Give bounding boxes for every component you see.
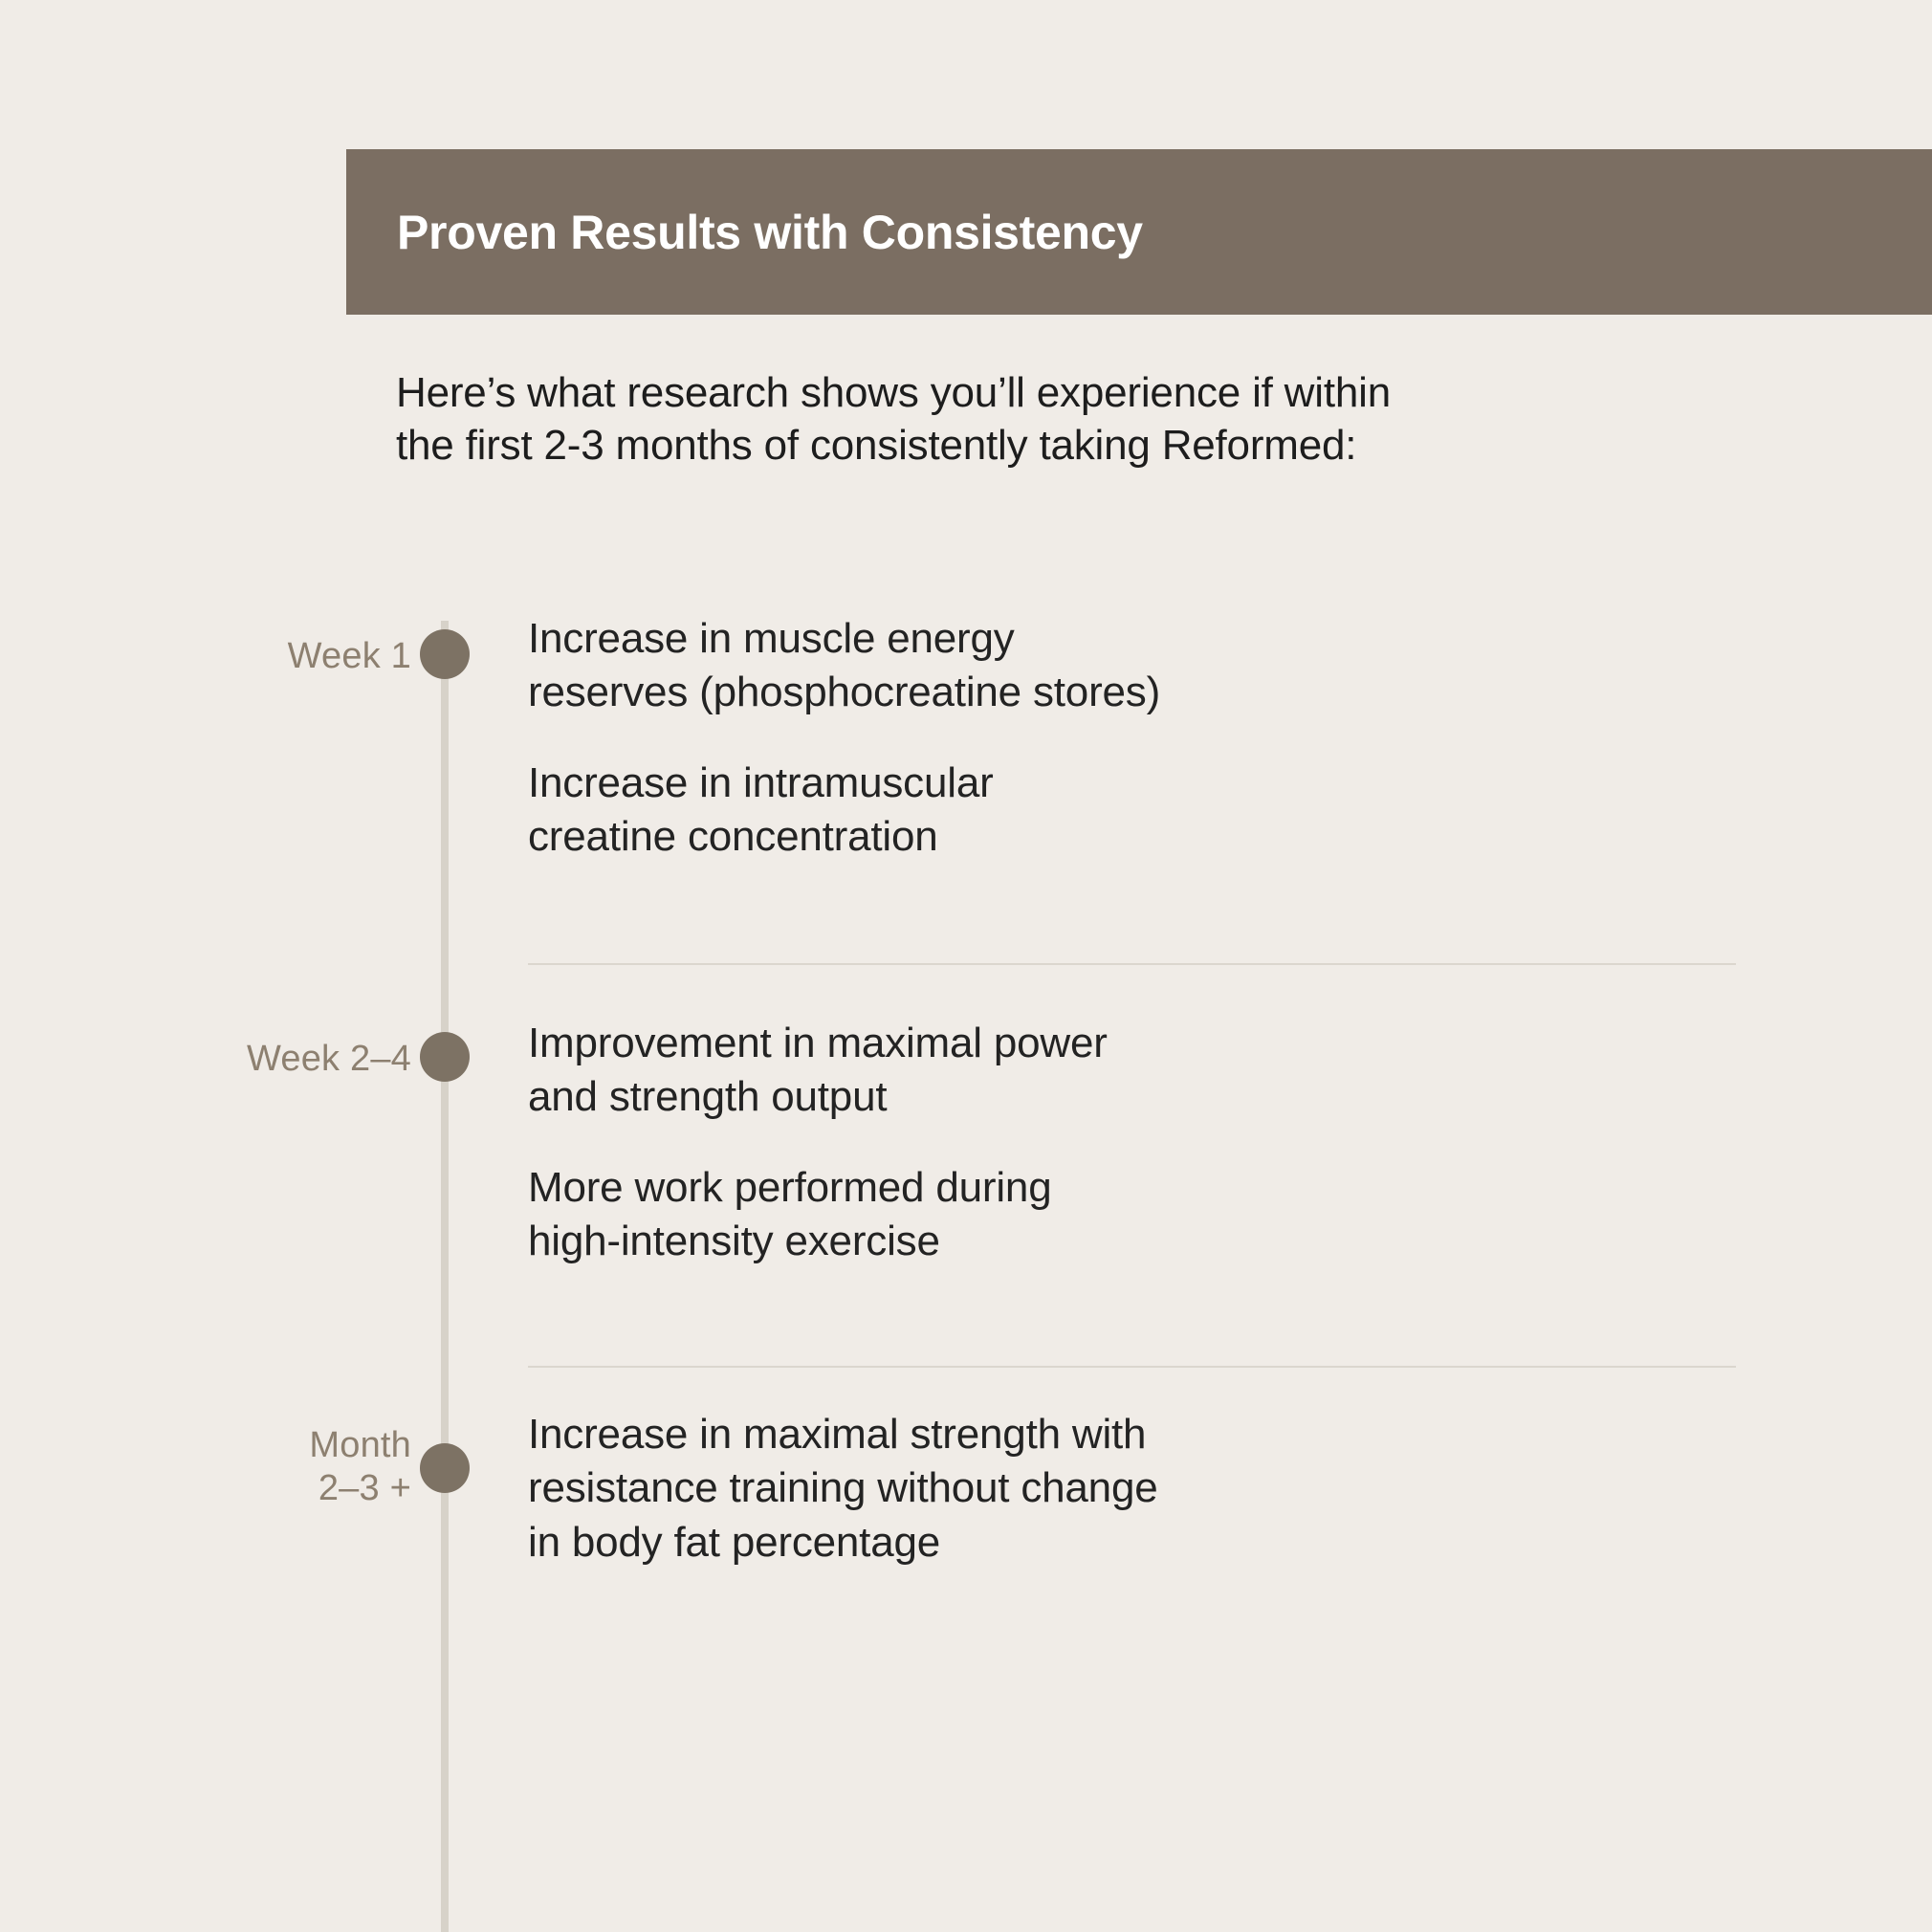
timeline-item-line: creatine concentration	[528, 812, 938, 860]
timeline-dot-month-2-3	[420, 1443, 470, 1493]
timeline-label-month-2-3: Month 2–3 +	[0, 1424, 411, 1510]
intro-paragraph: Here’s what research shows you’ll experi…	[396, 366, 1639, 472]
timeline-item-line: reserves (phosphocreatine stores)	[528, 669, 1161, 716]
section-divider	[528, 963, 1736, 965]
timeline-item: Improvement in maximal power and strengt…	[528, 1017, 1771, 1125]
timeline-item-line: in body fat percentage	[528, 1518, 941, 1566]
timeline-item: More work performed during high-intensit…	[528, 1161, 1771, 1269]
timeline-label-line: 2–3 +	[318, 1467, 411, 1508]
timeline-item: Increase in maximal strength with resist…	[528, 1408, 1771, 1570]
timeline-content-month-2-3: Increase in maximal strength with resist…	[528, 1408, 1771, 1570]
intro-line-1: Here’s what research shows you’ll experi…	[396, 369, 1391, 416]
timeline-content-week-1: Increase in muscle energy reserves (phos…	[528, 612, 1771, 864]
timeline-label-week-2-4: Week 2–4	[0, 1038, 411, 1081]
timeline-label-line: Month	[309, 1425, 411, 1465]
timeline-item-line: Improvement in maximal power	[528, 1020, 1108, 1066]
timeline-item: Increase in muscle energy reserves (phos…	[528, 612, 1771, 720]
timeline-item-line: Increase in maximal strength with	[528, 1411, 1147, 1458]
timeline-item-line: high-intensity exercise	[528, 1217, 940, 1264]
page-title: Proven Results with Consistency	[397, 205, 1143, 259]
timeline-content-week-2-4: Improvement in maximal power and strengt…	[528, 1017, 1771, 1268]
timeline-label-line: Week 1	[287, 636, 411, 676]
timeline-item-line: and strength output	[528, 1073, 888, 1121]
timeline-item-line: Increase in muscle energy	[528, 615, 1015, 662]
timeline-item: Increase in intramuscular creatine conce…	[528, 757, 1771, 865]
timeline-dot-week-1	[420, 629, 470, 679]
timeline-item-line: Increase in intramuscular	[528, 758, 994, 806]
timeline-item-line: resistance training without change	[528, 1464, 1158, 1512]
section-divider	[528, 1366, 1736, 1368]
header-banner: Proven Results with Consistency	[346, 149, 1932, 315]
timeline-dot-week-2-4	[420, 1032, 470, 1082]
timeline-label-line: Week 2–4	[246, 1039, 411, 1079]
timeline-label-week-1: Week 1	[0, 635, 411, 678]
timeline-item-line: More work performed during	[528, 1163, 1052, 1211]
timeline-rail	[441, 621, 449, 1932]
intro-line-2: the first 2-3 months of consistently tak…	[396, 422, 1357, 470]
